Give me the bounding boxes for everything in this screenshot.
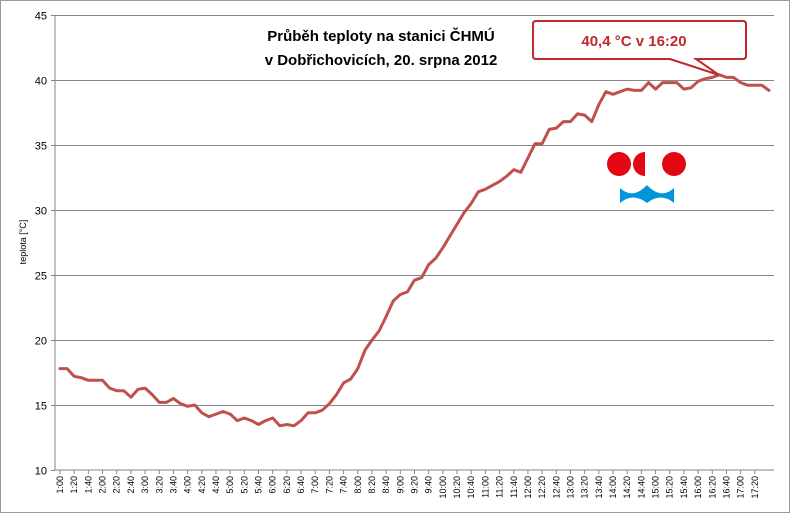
x-tick-label: 12:20 <box>537 476 547 499</box>
x-tick-label: 4:20 <box>197 476 207 494</box>
x-tick-label: 2:00 <box>98 476 108 494</box>
x-tick-label: 6:40 <box>296 476 306 494</box>
x-tick-label: 10:40 <box>466 476 476 499</box>
logo-blue-waves <box>620 185 674 203</box>
x-tick-label: 9:00 <box>395 476 405 494</box>
x-tick-label: 6:00 <box>268 476 278 494</box>
x-tick-label: 13:20 <box>580 476 590 499</box>
x-tick-label: 7:20 <box>324 476 334 494</box>
y-tick-label: 10 <box>35 466 47 478</box>
logo-red-circle-right <box>662 152 686 176</box>
x-tick-label: 4:00 <box>183 476 193 494</box>
x-tick-label: 16:20 <box>707 476 717 499</box>
x-tick-label: 5:40 <box>254 476 264 494</box>
x-tick-labels: 1:00 1:20 1:40 2:00 2:20 2:40 3:00 3:20 3:40 4:00… <box>55 476 760 499</box>
x-tick-label: 7:40 <box>339 476 349 494</box>
y-tick-labels: 10 15 20 25 30 35 40 45 <box>35 11 47 478</box>
x-tick-label: 8:40 <box>381 476 391 494</box>
x-tick-label: 14:20 <box>622 476 632 499</box>
x-tick-label: 10:20 <box>452 476 462 499</box>
x-tick-label: 1:20 <box>69 476 79 494</box>
x-tick-label: 5:20 <box>239 476 249 494</box>
x-tick-label: 8:00 <box>353 476 363 494</box>
x-tick-label: 15:00 <box>651 476 661 499</box>
x-tick-label: 9:40 <box>424 476 434 494</box>
x-tick-label: 12:40 <box>551 476 561 499</box>
chmu-logo <box>607 152 686 203</box>
x-tick-label: 6:20 <box>282 476 292 494</box>
gridlines <box>51 15 774 474</box>
x-tick-label: 14:00 <box>608 476 618 499</box>
y-tick-label: 30 <box>35 206 47 218</box>
x-tick-label: 3:20 <box>154 476 164 494</box>
x-tick-label: 1:00 <box>55 476 65 494</box>
chart-subtitle: v Dobřichovicích, 20. srpna 2012 <box>265 52 498 69</box>
x-tick-label: 11:20 <box>495 476 505 498</box>
x-tick-label: 4:40 <box>211 476 221 494</box>
y-tick-label: 25 <box>35 271 47 283</box>
series-group <box>58 73 771 428</box>
x-tick-label: 17:20 <box>750 476 760 499</box>
x-tick-label: 13:40 <box>594 476 604 499</box>
x-tick-label: 7:00 <box>310 476 320 494</box>
x-tick-label: 9:20 <box>410 476 420 494</box>
x-tick-label: 2:40 <box>126 476 136 494</box>
annotation-box <box>532 20 747 76</box>
x-tick-label: 15:40 <box>679 476 689 499</box>
annotation-text: 40,4 °C v 16:20 <box>581 33 686 50</box>
x-tick-label: 3:00 <box>140 476 150 494</box>
x-tick-label: 11:00 <box>480 476 490 498</box>
logo-red-half-circle <box>633 152 645 176</box>
annotation-callout: 40,4 °C v 16:20 <box>532 20 747 76</box>
y-tick-label: 15 <box>35 401 47 413</box>
x-tick-label: 15:20 <box>665 476 675 499</box>
x-tick-label: 12:00 <box>523 476 533 499</box>
x-tick-label: 16:40 <box>721 476 731 499</box>
x-tick-label: 3:40 <box>168 476 178 494</box>
x-tick-label: 17:00 <box>736 476 746 499</box>
x-tick-label: 10:00 <box>438 476 448 499</box>
y-tick-label: 45 <box>35 11 47 23</box>
x-tick-label: 8:20 <box>367 476 377 494</box>
x-tick-label: 14:40 <box>636 476 646 499</box>
y-tick-label: 35 <box>35 141 47 153</box>
y-tick-label: 40 <box>35 76 47 88</box>
x-tick-label: 5:00 <box>225 476 235 494</box>
logo-red-circle-left <box>607 152 631 176</box>
series-line-temperature <box>58 73 771 428</box>
x-tick-label: 16:00 <box>693 476 703 499</box>
x-tick-label: 1:40 <box>83 476 93 494</box>
x-tick-label: 11:40 <box>509 476 519 498</box>
y-tick-label: 20 <box>35 336 47 348</box>
x-tick-label: 13:00 <box>565 476 575 499</box>
x-tick-label: 2:20 <box>112 476 122 494</box>
chart-title: Průběh teploty na stanici ČHMÚ <box>267 27 495 45</box>
y-axis-label: teplota [°C] <box>18 220 28 265</box>
